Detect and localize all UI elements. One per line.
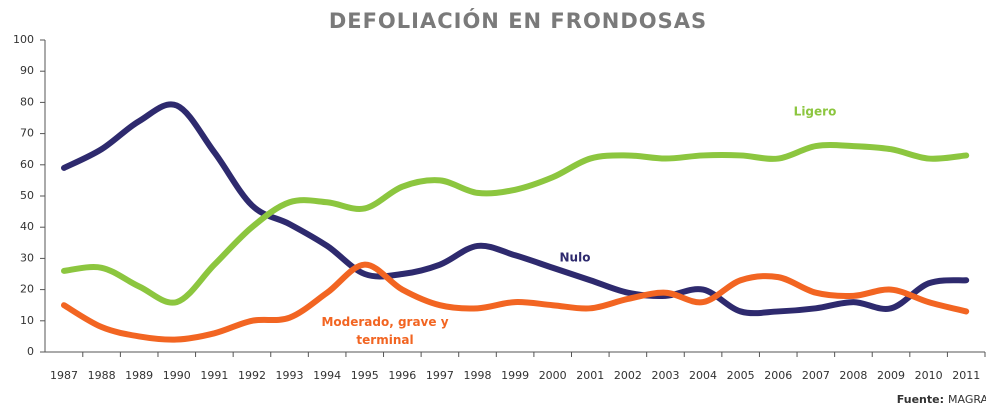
x-tick-label: 2006	[764, 369, 792, 382]
series-label: Moderado, grave y terminal	[321, 315, 448, 347]
x-tick-label: 1999	[501, 369, 529, 382]
y-tick-label: 60	[20, 158, 34, 171]
series-label-line: Moderado, grave y	[321, 315, 448, 329]
series-line	[60, 101, 970, 317]
series-line	[60, 261, 970, 343]
x-tick-label: 1994	[313, 369, 341, 382]
x-tick-label: 2005	[727, 369, 755, 382]
chart-title: DEFOLIACIÓN EN FRONDOSAS	[329, 8, 707, 33]
x-tick-label: 2000	[539, 369, 567, 382]
series-label: Ligero	[794, 105, 837, 119]
x-tick-label: 2010	[915, 369, 943, 382]
y-tick-label: 50	[20, 189, 34, 202]
x-tick-label: 2009	[877, 369, 905, 382]
y-tick-label: 20	[20, 283, 34, 296]
x-tick-label: 1993	[276, 369, 304, 382]
x-tick-label: 2008	[839, 369, 867, 382]
x-tick-label: 2001	[576, 369, 604, 382]
x-tick-label: 1991	[200, 369, 228, 382]
x-tick-label: 1995	[351, 369, 379, 382]
x-tick-label: 1998	[464, 369, 492, 382]
y-tick-label: 40	[20, 220, 34, 233]
x-tick-label: 2003	[651, 369, 679, 382]
x-tick-label: 2004	[689, 369, 717, 382]
source: MAGRAMA	[948, 393, 986, 406]
y-tick-label: 0	[27, 345, 34, 358]
y-tick-label: 70	[20, 127, 34, 140]
y-tick-label: 100	[13, 33, 34, 46]
x-tick-label: 1996	[388, 369, 416, 382]
x-tick-label: 1990	[163, 369, 191, 382]
x-tick-label: 1992	[238, 369, 266, 382]
y-tick-label: 10	[20, 314, 34, 327]
series-label: Nulo	[560, 251, 591, 265]
y-tick-label: 90	[20, 64, 34, 77]
x-tick-label: 2011	[952, 369, 980, 382]
x-tick-label: 2002	[614, 369, 642, 382]
x-tick-label: 1989	[125, 369, 153, 382]
series-label-line: terminal	[356, 333, 413, 347]
series-line	[60, 142, 970, 306]
x-tick-label: 2007	[802, 369, 830, 382]
x-tick-label: 1997	[426, 369, 454, 382]
source-label: Fuente:	[897, 393, 944, 406]
x-tick-label: 1987	[50, 369, 78, 382]
x-tick-label: 1988	[88, 369, 116, 382]
y-tick-label: 80	[20, 95, 34, 108]
y-tick-label: 30	[20, 251, 34, 264]
